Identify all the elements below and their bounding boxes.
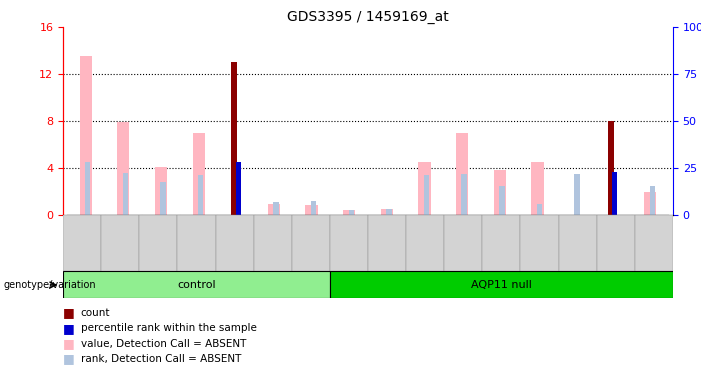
Bar (155, 167, 167, 215)
FancyBboxPatch shape (368, 215, 406, 217)
Bar (406, 215, 444, 271)
Bar (559, 215, 597, 271)
FancyBboxPatch shape (67, 215, 104, 217)
FancyBboxPatch shape (594, 215, 632, 217)
Bar (368, 215, 406, 271)
Bar (381, 209, 393, 215)
Bar (254, 215, 292, 271)
Bar (482, 215, 520, 271)
Bar (216, 215, 254, 271)
FancyBboxPatch shape (632, 215, 669, 217)
Text: count: count (81, 308, 110, 318)
Text: rank, Detection Call = ABSENT: rank, Detection Call = ABSENT (81, 354, 241, 364)
Bar (292, 215, 330, 271)
Bar (231, 62, 237, 215)
Bar (386, 209, 392, 215)
Bar (597, 215, 635, 271)
FancyBboxPatch shape (179, 215, 217, 217)
Bar (273, 202, 279, 215)
Bar (499, 185, 505, 215)
Bar (193, 133, 205, 215)
Bar (418, 162, 430, 215)
FancyBboxPatch shape (255, 215, 293, 217)
Bar (139, 215, 177, 271)
FancyBboxPatch shape (217, 215, 255, 217)
Text: value, Detection Call = ABSENT: value, Detection Call = ABSENT (81, 339, 246, 349)
Text: ■: ■ (63, 322, 75, 335)
FancyBboxPatch shape (557, 215, 594, 217)
Text: genotype/variation: genotype/variation (4, 280, 96, 290)
Text: AQP11 null: AQP11 null (471, 280, 532, 290)
Bar (644, 192, 656, 215)
FancyBboxPatch shape (293, 215, 330, 217)
Text: ■: ■ (63, 353, 75, 366)
FancyBboxPatch shape (406, 215, 443, 217)
Bar (123, 173, 128, 215)
Bar (456, 133, 468, 215)
Bar (117, 122, 130, 215)
Bar (574, 174, 580, 215)
Bar (177, 215, 216, 271)
Bar (531, 162, 543, 215)
Bar (236, 162, 241, 215)
Bar (330, 215, 368, 271)
Bar (444, 215, 482, 271)
Bar (612, 172, 618, 215)
Title: GDS3395 / 1459169_at: GDS3395 / 1459169_at (287, 10, 449, 25)
Bar (348, 210, 354, 215)
Bar (537, 204, 542, 215)
Bar (461, 174, 467, 215)
Bar (101, 215, 139, 271)
Bar (520, 215, 559, 271)
Bar (306, 205, 318, 215)
Bar (80, 56, 92, 215)
Bar (63, 271, 330, 298)
Bar (635, 215, 673, 271)
Bar (650, 185, 655, 215)
FancyBboxPatch shape (104, 215, 142, 217)
Text: ■: ■ (63, 337, 75, 350)
FancyBboxPatch shape (519, 215, 557, 217)
FancyBboxPatch shape (330, 215, 368, 217)
Bar (608, 121, 614, 215)
Bar (494, 170, 506, 215)
Bar (85, 162, 90, 215)
Text: percentile rank within the sample: percentile rank within the sample (81, 323, 257, 333)
Bar (330, 271, 673, 298)
FancyBboxPatch shape (142, 215, 179, 217)
Bar (198, 175, 203, 215)
Text: ■: ■ (63, 306, 75, 319)
Bar (424, 175, 429, 215)
Bar (161, 182, 165, 215)
Bar (268, 204, 280, 215)
FancyBboxPatch shape (481, 215, 519, 217)
FancyBboxPatch shape (443, 215, 481, 217)
Bar (311, 201, 316, 215)
Bar (343, 210, 355, 215)
Text: control: control (177, 280, 216, 290)
Bar (63, 215, 101, 271)
